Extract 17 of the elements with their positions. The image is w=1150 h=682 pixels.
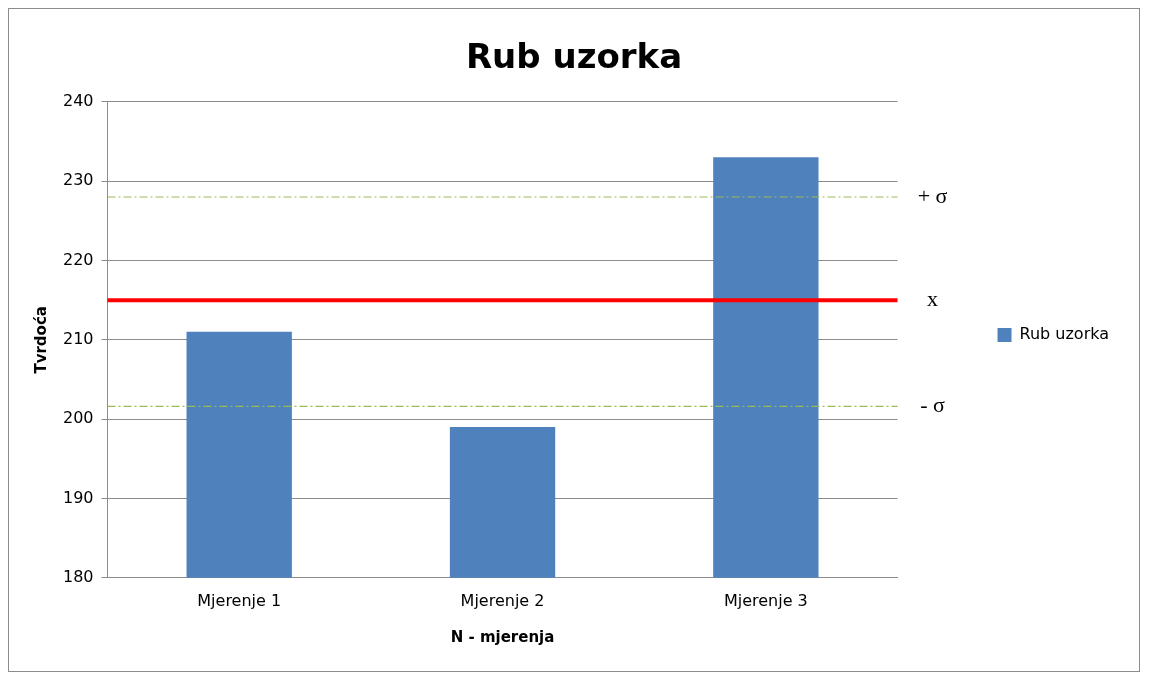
legend-label: Rub uzorka xyxy=(1019,324,1110,344)
y-tick-label: 190 xyxy=(62,487,94,507)
y-tick-label: 240 xyxy=(62,90,94,110)
ref-line-label: + σ xyxy=(917,182,948,208)
y-tick-label: 210 xyxy=(62,328,94,348)
y-tick-label: 200 xyxy=(62,408,94,428)
y-tick-label: 180 xyxy=(62,566,94,586)
x-tick-label: Mjerenje 1 xyxy=(197,590,282,610)
y-tick-label: 220 xyxy=(62,249,94,269)
x-tick-label: Mjerenje 3 xyxy=(723,590,808,610)
ref-line-label: - σ xyxy=(920,392,946,418)
y-tick-label: 230 xyxy=(62,170,94,190)
x-tick-label: Mjerenje 2 xyxy=(460,590,545,610)
x-axis-title: N - mjerenja xyxy=(450,627,555,646)
chart-title: Rub uzorka xyxy=(465,36,683,77)
y-axis-title: Tvrdoća xyxy=(31,306,50,374)
ref-line-label: x xyxy=(927,285,939,311)
